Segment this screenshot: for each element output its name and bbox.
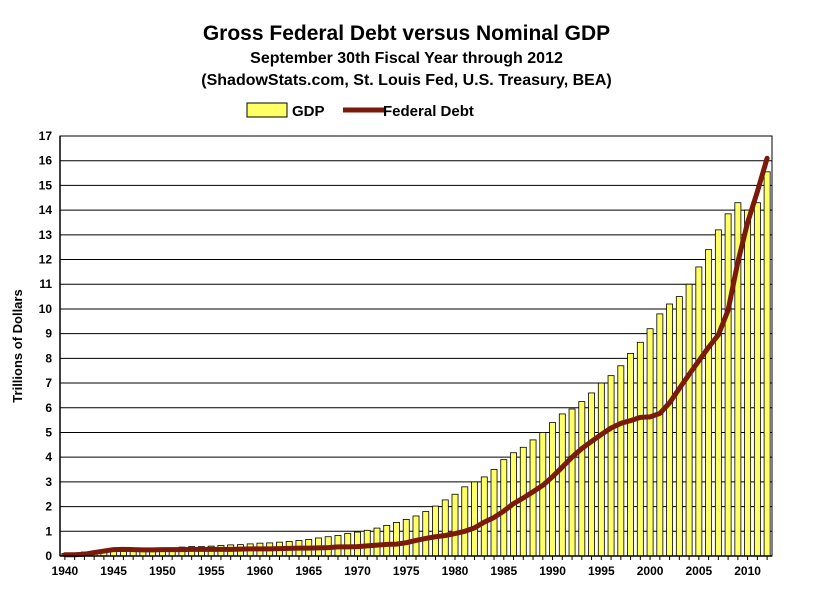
gdp-bar bbox=[753, 202, 761, 557]
y-tick-label: 4 bbox=[45, 450, 52, 464]
x-tick-label: 2010 bbox=[734, 564, 761, 578]
gdp-bar bbox=[763, 171, 771, 557]
gdp-bar bbox=[451, 493, 459, 557]
gdp-bar bbox=[578, 401, 586, 557]
x-tick-label: 1950 bbox=[149, 564, 176, 578]
gdp-bar bbox=[627, 353, 634, 557]
gdp-bar bbox=[714, 229, 722, 557]
gdp-bar bbox=[539, 432, 547, 557]
gdp-bar bbox=[588, 392, 595, 557]
gdp-bar bbox=[412, 515, 420, 557]
y-tick-label: 5 bbox=[45, 425, 52, 439]
debt-line bbox=[62, 155, 770, 558]
y-tick-label: 1 bbox=[45, 524, 52, 538]
gdp-bar bbox=[529, 439, 537, 557]
legend-debt-label: Federal Debt bbox=[383, 103, 474, 120]
gdp-bar bbox=[646, 328, 654, 557]
gdp-bar bbox=[558, 413, 566, 557]
y-tick-label: 6 bbox=[45, 401, 52, 415]
y-tick-label: 10 bbox=[39, 302, 53, 316]
gdp-bar bbox=[724, 213, 732, 557]
chart-subtitle: September 30th Fiscal Year through 2012 bbox=[250, 50, 563, 67]
gdp-bar bbox=[607, 375, 615, 557]
x-tick-label: 1995 bbox=[588, 564, 615, 578]
axes bbox=[59, 136, 772, 560]
gdp-bar bbox=[597, 382, 605, 557]
gdp-bar bbox=[471, 481, 478, 557]
gdp-bar bbox=[617, 365, 625, 557]
gdp-bar bbox=[363, 529, 371, 557]
gdp-bar bbox=[636, 341, 644, 557]
gdp-bar bbox=[461, 486, 469, 557]
y-tick-label: 15 bbox=[39, 178, 53, 192]
x-tick-label: 1960 bbox=[247, 564, 274, 578]
x-tick-label: 1940 bbox=[52, 564, 79, 578]
y-tick-label: 8 bbox=[45, 351, 52, 365]
legend-gdp-swatch bbox=[246, 102, 288, 118]
gdp-bar bbox=[656, 313, 664, 557]
y-tick-label: 2 bbox=[45, 500, 52, 514]
x-tick-label: 1970 bbox=[344, 564, 371, 578]
y-tick-label: 9 bbox=[45, 327, 52, 341]
x-tick-label: 1945 bbox=[100, 564, 127, 578]
gdp-bar bbox=[568, 408, 576, 557]
x-tick-label: 1955 bbox=[198, 564, 225, 578]
gdp-bar bbox=[666, 303, 674, 557]
gdp-bars bbox=[61, 171, 771, 557]
gridlines bbox=[59, 135, 773, 557]
legend: GDP Federal Debt bbox=[246, 102, 474, 120]
gdp-bar bbox=[373, 527, 381, 557]
gdp-bar bbox=[393, 522, 400, 557]
chart-title: Gross Federal Debt versus Nominal GDP bbox=[202, 22, 611, 45]
plot-area bbox=[59, 135, 773, 557]
gdp-bar bbox=[422, 511, 430, 557]
gdp-bar bbox=[432, 505, 439, 557]
gdp-bar bbox=[549, 422, 556, 557]
x-tick-label: 2000 bbox=[637, 564, 664, 578]
gdp-bar bbox=[705, 249, 713, 557]
x-tick-label: 1975 bbox=[393, 564, 420, 578]
x-tick-label: 1985 bbox=[490, 564, 517, 578]
y-tick-label: 0 bbox=[45, 549, 52, 563]
gdp-bar bbox=[383, 524, 391, 557]
debt-line-group bbox=[62, 155, 770, 558]
y-tick-label: 14 bbox=[39, 203, 53, 217]
legend-gdp-label: GDP bbox=[292, 103, 325, 120]
x-tick-label: 2005 bbox=[685, 564, 712, 578]
x-tick-label: 1965 bbox=[295, 564, 322, 578]
y-tick-label: 17 bbox=[39, 129, 53, 143]
y-tick-label: 3 bbox=[45, 475, 52, 489]
y-tick-label: 12 bbox=[39, 253, 53, 267]
gdp-bar bbox=[480, 476, 488, 557]
x-tick-labels: 1940 1945 1950 1955 1960 1965 1970 1975 1980 1985… bbox=[52, 564, 762, 578]
y-axis-title: Trillions of Dollars bbox=[10, 289, 25, 402]
x-tick-label: 1990 bbox=[539, 564, 566, 578]
y-tick-label: 16 bbox=[39, 154, 53, 168]
y-tick-label: 7 bbox=[45, 376, 52, 390]
chart-source: (ShadowStats.com, St. Louis Fed, U.S. Tr… bbox=[201, 72, 612, 89]
x-tick-label: 1980 bbox=[442, 564, 469, 578]
gdp-bar bbox=[695, 266, 703, 557]
gdp-bar bbox=[490, 469, 498, 557]
gdp-bar bbox=[744, 209, 752, 557]
y-tick-label: 13 bbox=[39, 228, 53, 242]
gdp-bar bbox=[675, 296, 683, 557]
gdp-bar bbox=[441, 499, 449, 557]
gdp-bar bbox=[402, 519, 410, 557]
y-tick-label: 11 bbox=[39, 277, 52, 291]
gdp-bar bbox=[685, 283, 693, 557]
